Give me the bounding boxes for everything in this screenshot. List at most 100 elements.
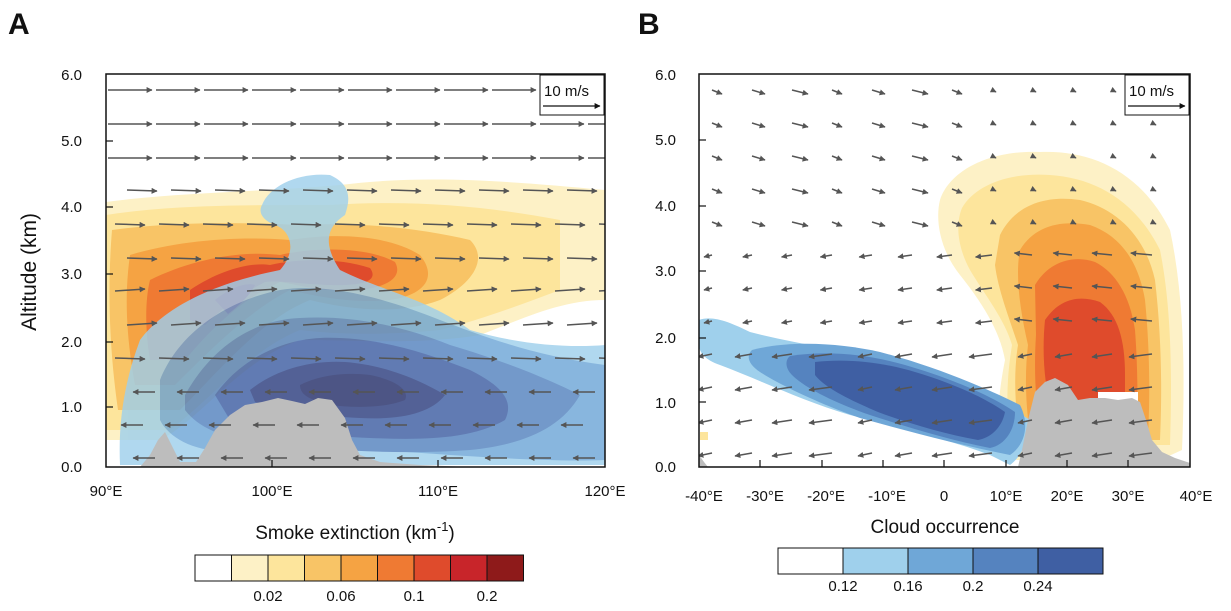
wind-vector: [554, 286, 586, 293]
wind-vector: [302, 255, 334, 262]
wind-vector: [1149, 119, 1157, 126]
wind-vector: [1128, 452, 1153, 459]
colorbar-tick-label: 0.12: [828, 578, 857, 595]
x-tick-label: 120°E: [584, 483, 625, 500]
wind-vector: [290, 221, 322, 228]
colorbar-a-swatch: [450, 554, 488, 582]
colorbar-b-swatch: [972, 547, 1039, 575]
wind-vector: [390, 187, 422, 194]
wind-vector: [1109, 218, 1117, 225]
x-axis-a: 90°E 100°E 110°E 120°E Smoke extinction …: [90, 460, 626, 544]
y-tick-label: 6.0: [655, 67, 676, 84]
wind-vector: [1054, 419, 1073, 426]
wind-vector: [1013, 250, 1033, 257]
x-tick-label: 110°E: [418, 483, 458, 500]
wind-vector: [857, 451, 873, 458]
colorbar-a-labels: 0.02 0.06 0.1 0.2: [253, 588, 497, 605]
wind-vector: [1017, 385, 1033, 392]
wind-vector: [1149, 185, 1157, 192]
wind-vector: [951, 221, 963, 227]
wind-vector: [951, 188, 963, 194]
y-axis-b: 0.0 1.0 2.0 3.0 4.0 5.0 6.0: [655, 67, 706, 476]
wind-vector: [857, 352, 873, 359]
wind-vector: [989, 119, 997, 126]
reference-vector-b: 10 m/s: [1124, 74, 1190, 116]
wind-vector: [911, 122, 929, 129]
x-tick-label: 10°E: [990, 488, 1023, 505]
colorbar-tick-label: 0.16: [893, 578, 922, 595]
wind-vector: [858, 253, 873, 260]
wind-vector: [857, 418, 873, 425]
wind-vector: [214, 187, 246, 194]
wind-vector: [699, 352, 713, 359]
wind-vector: [434, 255, 466, 262]
colorbar-b-swatch: [777, 547, 844, 575]
wind-vector: [1029, 218, 1037, 225]
wind-vector: [734, 353, 753, 360]
colorbar-a-swatch: [194, 554, 232, 582]
wind-vector: [808, 452, 833, 459]
wind-vector: [1052, 283, 1073, 290]
colorbar-b-swatch: [907, 547, 974, 575]
y-tick-label: 2.0: [655, 330, 676, 347]
wind-vector: [598, 357, 605, 359]
wind-vector: [378, 355, 410, 362]
wind-vector: [1052, 316, 1073, 323]
wind-vector: [1029, 119, 1037, 126]
wind-vector: [170, 320, 202, 327]
colorbar-tick-label: 0.1: [404, 588, 425, 605]
wind-vector: [781, 253, 793, 259]
wind-vector: [378, 286, 410, 293]
y-tick-label: 3.0: [655, 263, 676, 280]
wind-vector: [1069, 218, 1077, 225]
wind-vector: [1109, 86, 1117, 93]
wind-vector: [831, 221, 843, 227]
wind-vector: [1130, 250, 1153, 257]
y-axis-label-a: Altitude (km): [18, 213, 41, 331]
x-axis-label-a: Smoke extinction (km-1): [255, 519, 455, 544]
wind-vector: [1091, 316, 1113, 323]
panel-b-plot-area: [699, 86, 1190, 467]
wind-vector: [1109, 152, 1117, 159]
wind-vector: [931, 419, 953, 426]
wind-vector: [510, 355, 542, 362]
wind-vectors-b: [699, 86, 1157, 459]
cloud-b-contour-4: [815, 360, 1005, 440]
x-axis-b: -40°E -30°E -20°E -10°E 0 10°E 20°E 30°E…: [685, 460, 1212, 538]
wind-vector: [510, 221, 542, 228]
wind-vector: [522, 255, 554, 262]
wind-vector: [771, 452, 793, 459]
wind-vector: [1069, 152, 1077, 159]
wind-vector: [170, 255, 202, 262]
wind-vector: [871, 89, 886, 96]
wind-vector: [1109, 185, 1117, 192]
reference-vector-label-b: 10 m/s: [1129, 83, 1174, 100]
wind-vector: [114, 286, 146, 293]
y-tick-label: 1.0: [61, 399, 82, 416]
wind-vector: [1054, 386, 1073, 393]
colorbar-a-swatch: [340, 554, 378, 582]
wind-vector: [791, 89, 809, 96]
wind-vector: [422, 221, 454, 228]
panel-letter-b: B: [638, 8, 660, 41]
reference-vector-label-a: 10 m/s: [544, 83, 589, 100]
wind-vector: [911, 221, 929, 228]
wind-vector: [771, 386, 793, 393]
y-tick-label: 4.0: [61, 199, 82, 216]
wind-vector: [894, 419, 913, 426]
wind-vector: [158, 221, 190, 228]
wind-vector: [1017, 418, 1033, 425]
wind-vector: [1091, 386, 1113, 393]
wind-vector: [897, 286, 913, 293]
wind-vector: [346, 255, 378, 262]
topography-a: [140, 398, 470, 467]
wind-vector: [1091, 419, 1113, 426]
wind-vector: [968, 353, 993, 360]
x-tick-label: -40°E: [685, 488, 723, 505]
wind-vector: [114, 221, 146, 228]
colorbar-a-swatch: [304, 554, 342, 582]
wind-vector: [871, 188, 886, 195]
colorbar-a-swatch: [267, 554, 305, 582]
wind-vector: [390, 320, 422, 327]
colorbar-tick-label: 0.24: [1023, 578, 1052, 595]
